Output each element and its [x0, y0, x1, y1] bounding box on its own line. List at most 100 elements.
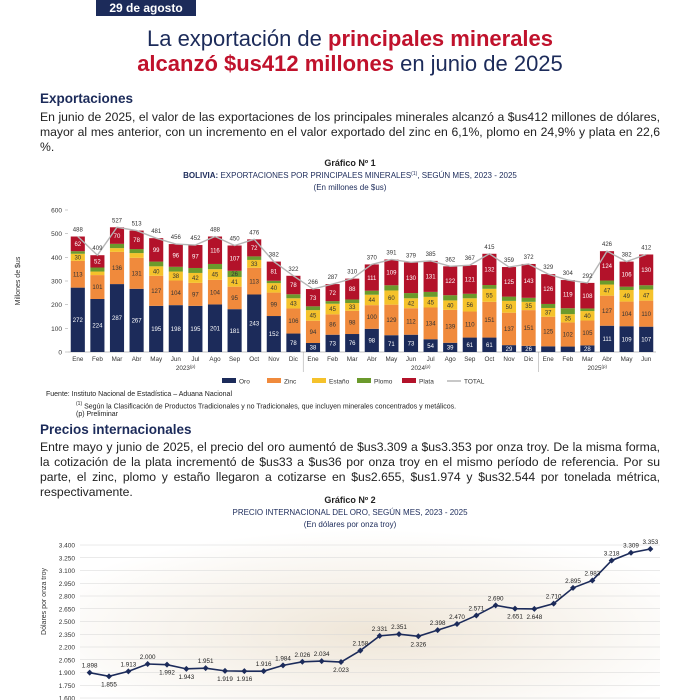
total-label: 382: [622, 253, 633, 259]
data-label: 143: [524, 279, 535, 285]
data-label: 35: [525, 304, 532, 310]
y-tick-label: 600: [51, 208, 62, 215]
total-line: [77, 226, 647, 290]
bar-segment: [364, 290, 379, 295]
total-label: 287: [328, 275, 339, 281]
bar-segment: [501, 300, 517, 313]
marker: [512, 605, 518, 612]
data-label: 131: [132, 272, 143, 278]
data-label: 113: [73, 272, 83, 278]
bar-segment: [560, 314, 575, 323]
bar-segment: [364, 264, 379, 291]
bar-segment: [403, 262, 419, 294]
y-axis-title: Dólares por onza troy: [41, 568, 48, 635]
bar-segment: [580, 345, 595, 352]
bar-segment: [129, 257, 144, 289]
x-tick-label: May: [385, 356, 398, 363]
bar-segment: [619, 261, 634, 287]
paragraph: Entre mayo y junio de 2025, el precio de…: [40, 440, 660, 499]
data-label: 137: [504, 327, 515, 333]
bar-segment: [423, 307, 438, 340]
bar-segment: [207, 279, 223, 305]
data-label: 42: [192, 276, 199, 282]
bar-segment: [305, 343, 321, 352]
data-label: 55: [486, 294, 493, 300]
data-label: 2.000: [140, 654, 156, 661]
bar-segment: [403, 334, 419, 352]
data-label: 60: [388, 296, 395, 302]
paragraph: En junio de 2025, el valor de las export…: [40, 110, 660, 154]
x-tick-label: Oct: [485, 356, 495, 363]
bar-segment: [325, 334, 340, 352]
bar-segment: [443, 266, 458, 296]
bar-segment: [443, 300, 458, 310]
marker: [260, 668, 267, 675]
y-tick-label: 0: [58, 350, 62, 357]
data-label: 2.158: [352, 641, 368, 648]
data-label: 52: [94, 260, 101, 266]
bar-segment: [227, 276, 242, 287]
data-label: 112: [406, 320, 416, 326]
bar-segment: [345, 299, 360, 304]
data-label: 81: [270, 269, 277, 275]
marker: [164, 661, 170, 668]
bar-segment: [501, 312, 517, 346]
bar-segment: [325, 284, 340, 302]
data-label: 61: [486, 343, 493, 349]
data-label: 106: [288, 319, 299, 325]
section-heading: Exportaciones: [40, 91, 134, 106]
legend-swatch: [267, 378, 281, 383]
bar-segment: [462, 311, 477, 338]
bar-segment: [443, 309, 458, 343]
bar-segment: [521, 345, 536, 352]
bar-segment: [227, 286, 242, 310]
data-label: 109: [386, 271, 397, 277]
bar-segment: [207, 263, 223, 270]
bar-segment: [207, 236, 223, 264]
chart-title: Gráfico Nº 2: [324, 495, 375, 505]
legend-label: Zinc: [284, 379, 297, 386]
data-label: 181: [230, 329, 241, 335]
data-label: 40: [153, 269, 160, 275]
data-label: 127: [151, 289, 162, 295]
bar-segment: [305, 320, 321, 344]
total-label: 379: [406, 253, 417, 259]
x-tick-label: Sep: [229, 356, 241, 363]
bar-segment: [384, 290, 399, 305]
bar-segment: [521, 310, 536, 346]
marker: [144, 661, 151, 667]
marker: [86, 669, 93, 676]
bar-segment: [482, 301, 497, 338]
data-label: 99: [153, 248, 160, 254]
data-label: 102: [563, 333, 574, 339]
total-label: 382: [269, 253, 280, 259]
data-label: 40: [584, 314, 591, 320]
data-label: 29: [506, 347, 513, 353]
bar-segment: [482, 337, 497, 352]
year-note: (p): [190, 364, 196, 369]
legend-label: Oro: [239, 379, 250, 386]
data-label: 104: [210, 290, 221, 296]
data-label: 37: [545, 311, 552, 317]
marker: [280, 662, 286, 669]
bar-segment: [423, 291, 438, 297]
marker: [570, 584, 576, 591]
total-label: 370: [367, 255, 378, 261]
data-label: 2.351: [391, 624, 407, 631]
bar-segment: [286, 275, 301, 295]
bar-segment: [129, 288, 144, 352]
bar-segment: [168, 244, 183, 267]
marker: [396, 631, 402, 638]
data-label: 33: [251, 262, 258, 268]
y-tick-label: 1.750: [59, 683, 76, 690]
chart-exports: Gráfico Nº 1 BOLIVIA: EXPORTACIONES POR P…: [15, 158, 656, 386]
y-tick-label: 300: [51, 279, 62, 286]
bar-segment: [286, 333, 301, 352]
bar-segment: [90, 271, 105, 276]
data-label: 45: [427, 300, 434, 306]
marker: [222, 667, 228, 674]
footnote-text: Según la Clasificación de Productos Trad…: [82, 402, 457, 410]
year: 2023: [176, 365, 191, 372]
total-label: 527: [112, 218, 123, 224]
marker: [492, 602, 499, 609]
